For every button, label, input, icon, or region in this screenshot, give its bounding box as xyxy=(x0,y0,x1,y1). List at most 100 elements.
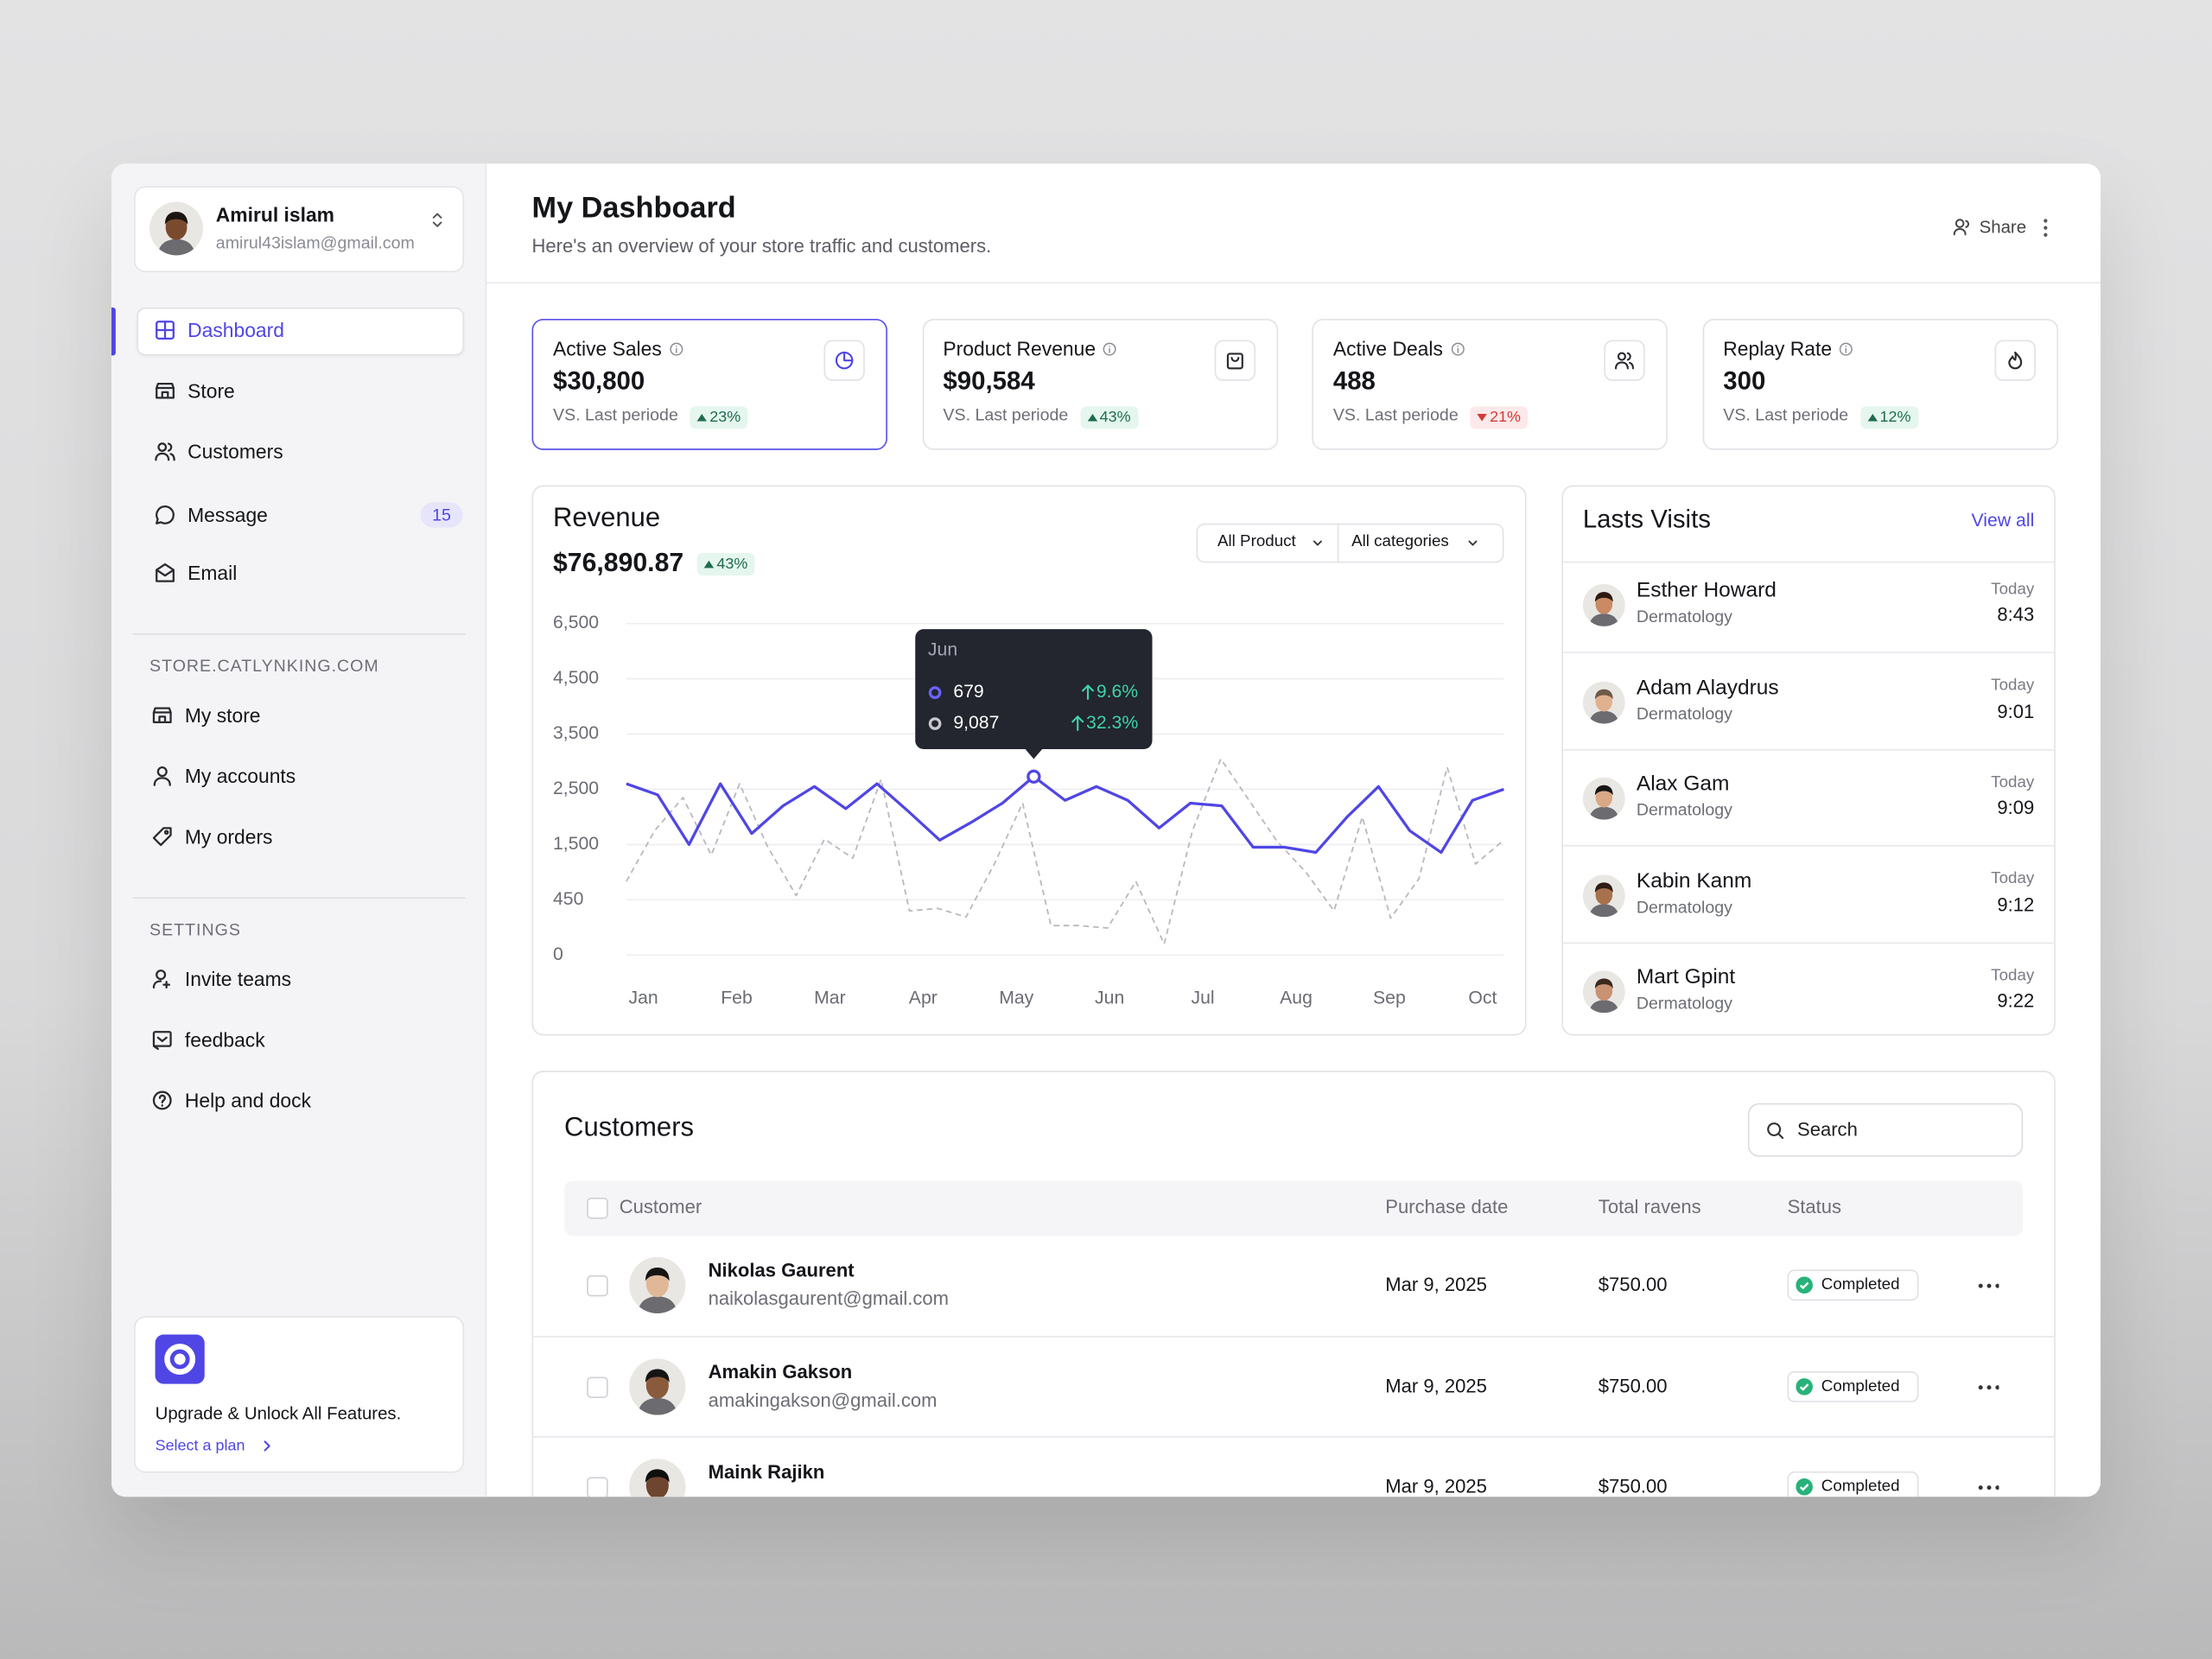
visitor-avatar xyxy=(1582,874,1625,917)
row-divider xyxy=(531,1436,2056,1438)
customer-name: Amakin Gakson xyxy=(708,1361,853,1382)
nav-item[interactable]: My orders xyxy=(184,824,273,849)
column-header: Total ravens xyxy=(1598,1196,1701,1218)
customer-email: naikolasgaurent@gmail.com xyxy=(708,1287,950,1310)
info-icon xyxy=(669,341,683,355)
nav-item[interactable]: Email xyxy=(188,561,238,584)
nav-item[interactable]: Customers xyxy=(188,440,283,463)
status-badge: Completed xyxy=(1787,1370,1919,1402)
share-icon xyxy=(1953,219,1969,236)
section-title: STORE.CATLYNKING.COM xyxy=(149,656,379,677)
store-icon xyxy=(156,382,175,399)
mail-icon xyxy=(156,563,175,582)
visitor-dept: Dermatology xyxy=(1636,607,1732,627)
visit-time: 9:09 xyxy=(1997,797,2035,819)
stat-value: 488 xyxy=(1332,366,1376,396)
row-menu[interactable] xyxy=(1976,1384,1999,1389)
stat-label: Product Revenue xyxy=(943,337,1096,360)
info-icon xyxy=(1103,341,1116,355)
trend-value: 23% xyxy=(709,409,741,427)
trend-badge: 23% xyxy=(690,406,748,429)
visitor-name: Adam Alaydrus xyxy=(1636,675,1779,700)
purchase-date: Mar 9, 2025 xyxy=(1385,1274,1487,1296)
checkbox[interactable] xyxy=(587,1477,608,1497)
customer-name: Maink Rajikn xyxy=(708,1461,825,1484)
view-all-link[interactable]: View all xyxy=(1971,508,2035,531)
trend-badge: 43% xyxy=(696,553,755,576)
nav-item[interactable]: My store xyxy=(184,703,261,727)
user-email: amirul43islam@gmail.com xyxy=(215,232,415,253)
filter-divider xyxy=(1337,523,1339,563)
visitor-name: Kabin Kanm xyxy=(1636,868,1752,893)
customer-email: amakingakson@gmail.com xyxy=(708,1389,938,1411)
stat-card[interactable] xyxy=(1312,318,1668,450)
users-icon xyxy=(1614,352,1635,370)
customer-name: Nikolas Gaurent xyxy=(708,1260,855,1281)
nav-item[interactable]: Invite teams xyxy=(184,967,292,990)
upgrade-text: Upgrade & Unlock All Features. xyxy=(155,1403,402,1424)
page-subtitle: Here's an overview of your store traffic… xyxy=(531,236,992,257)
stat-icon-box xyxy=(823,340,865,381)
help-icon xyxy=(152,1090,172,1110)
row-menu[interactable] xyxy=(1976,1283,1999,1288)
upgrade-logo xyxy=(155,1334,205,1384)
nav-item[interactable]: Help and dock xyxy=(184,1089,312,1112)
visit-divider xyxy=(1561,748,2056,750)
stat-card[interactable] xyxy=(531,318,887,450)
visit-time: 9:12 xyxy=(1997,893,2035,916)
nav-active-bg[interactable] xyxy=(137,307,465,356)
trend-arrow xyxy=(703,560,715,569)
visit-divider xyxy=(1561,844,2056,847)
nav-item[interactable]: feedback xyxy=(184,1028,265,1052)
trend-arrow xyxy=(1086,413,1097,422)
row-divider xyxy=(531,1335,2056,1337)
nav-item[interactable]: Store xyxy=(188,379,235,403)
total: $750.00 xyxy=(1598,1476,1668,1497)
app-window: Amirul islam amirul43islam@gmail.com Dashb… xyxy=(111,163,2101,1497)
upgrade-link[interactable]: Select a plan xyxy=(155,1437,245,1455)
stat-icon-box xyxy=(1213,340,1255,381)
checkbox[interactable] xyxy=(587,1376,608,1398)
more-button[interactable] xyxy=(2043,217,2049,238)
stat-compare: VS. Last periode xyxy=(1723,404,1849,425)
row-menu[interactable] xyxy=(1976,1485,1999,1491)
trend-arrow xyxy=(1866,413,1878,422)
stat-icon-box xyxy=(1993,340,2036,381)
chat-icon xyxy=(156,505,175,524)
trend-arrow xyxy=(1477,413,1487,422)
trend-value: 12% xyxy=(1879,409,1911,427)
share-button[interactable]: Share xyxy=(1979,217,2027,238)
updown-icon xyxy=(432,213,442,227)
visit-time: 9:22 xyxy=(1997,990,2035,1012)
visitor-dept: Dermatology xyxy=(1636,800,1732,820)
visitor-dept: Dermatology xyxy=(1636,703,1732,724)
sidebar-divider xyxy=(132,633,466,635)
stat-card[interactable] xyxy=(921,318,1278,450)
visits-card xyxy=(1561,485,2056,1036)
purchase-date: Mar 9, 2025 xyxy=(1385,1375,1487,1396)
search-box[interactable] xyxy=(1747,1103,2024,1157)
stat-label: Replay Rate xyxy=(1723,337,1833,360)
customers-title: Customers xyxy=(564,1112,695,1142)
tag-icon xyxy=(152,827,172,847)
visitor-dept: Dermatology xyxy=(1636,993,1732,1014)
customer-avatar xyxy=(629,1256,686,1313)
store-icon xyxy=(152,707,172,724)
stat-compare: VS. Last periode xyxy=(1332,404,1459,425)
stat-card[interactable] xyxy=(1701,318,2058,450)
checkbox[interactable] xyxy=(587,1274,608,1297)
nav-item[interactable]: Message xyxy=(188,503,268,526)
invite-icon xyxy=(152,969,171,988)
column-header: Customer xyxy=(619,1196,702,1218)
nav-item[interactable]: Dashboard xyxy=(188,318,284,341)
visit-day: Today xyxy=(1991,773,2035,791)
nav-item[interactable]: My accounts xyxy=(184,764,296,787)
filter-button[interactable]: All categories xyxy=(1351,532,1449,550)
stat-compare: VS. Last periode xyxy=(553,404,678,425)
info-icon xyxy=(1451,341,1464,355)
checkbox[interactable] xyxy=(587,1198,608,1219)
trend-arrow xyxy=(696,413,707,422)
filter-button[interactable]: All Product xyxy=(1217,532,1296,550)
visitor-name: Esther Howard xyxy=(1636,578,1777,603)
search-icon xyxy=(1766,1122,1783,1139)
